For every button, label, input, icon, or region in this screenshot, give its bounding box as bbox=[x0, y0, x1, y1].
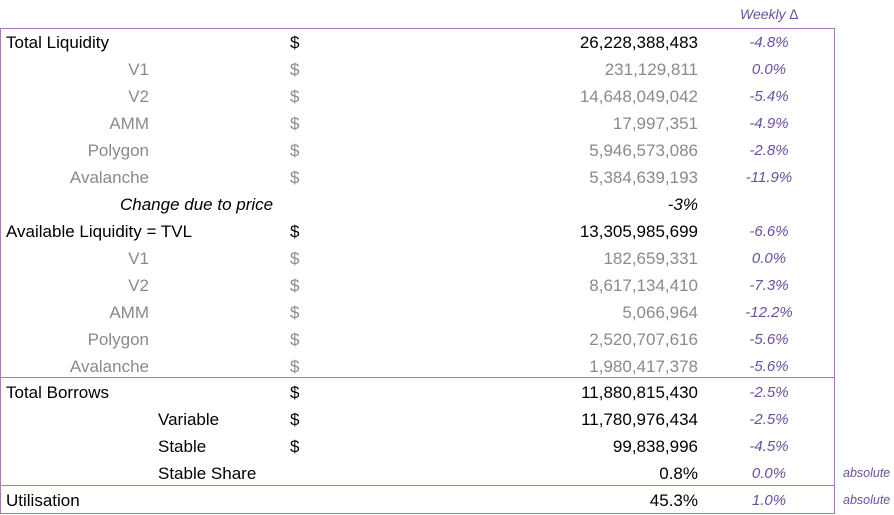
row-value: 5,066,964 bbox=[622, 303, 698, 322]
table-row: Stable Share 0.8% 0.0% absolute bbox=[0, 460, 894, 487]
row-value: 11,880,815,430 bbox=[581, 383, 698, 402]
row-label: Stable bbox=[158, 437, 207, 456]
row-value: 26,228,388,483 bbox=[579, 33, 698, 52]
currency-symbol: $ bbox=[290, 114, 300, 133]
row-label: Variable bbox=[158, 410, 220, 429]
weekly-change: 0.0% bbox=[751, 465, 787, 482]
table-row: V2 $ 8,617,134,410 -7.3% bbox=[0, 272, 894, 299]
table-row: V1 $ 231,129,811 0.0% bbox=[0, 56, 894, 83]
weekly-change: -2.5% bbox=[749, 411, 789, 428]
row-value: 99,838,996 bbox=[612, 437, 698, 456]
row-value: -3% bbox=[667, 195, 698, 214]
row-value: 2,520,707,616 bbox=[589, 330, 698, 349]
table-row: Utilisation 45.3% 1.0% absolute bbox=[0, 487, 894, 514]
weekly-change: -2.8% bbox=[749, 142, 789, 159]
row-label: Total Liquidity bbox=[6, 33, 110, 52]
currency-symbol: $ bbox=[290, 168, 300, 187]
weekly-change: -6.6% bbox=[749, 223, 789, 240]
weekly-change: -12.2% bbox=[745, 304, 793, 321]
weekly-change: -4.8% bbox=[749, 34, 789, 51]
row-label: V2 bbox=[128, 276, 149, 295]
border-utilisation-top bbox=[0, 485, 834, 486]
weekly-change: -5.6% bbox=[749, 358, 789, 375]
weekly-delta-header: Weekly ∆ bbox=[740, 6, 799, 22]
weekly-change: 0.0% bbox=[751, 250, 787, 267]
currency-symbol: $ bbox=[290, 249, 300, 268]
currency-symbol: $ bbox=[290, 141, 300, 160]
table-row: Polygon $ 5,946,573,086 -2.8% bbox=[0, 137, 894, 164]
row-label: Stable Share bbox=[158, 464, 257, 483]
border-bottom bbox=[0, 513, 834, 514]
row-value: 45.3% bbox=[649, 491, 698, 510]
row-value: 14,648,049,042 bbox=[579, 87, 698, 106]
row-value: 13,305,985,699 bbox=[579, 222, 698, 241]
table-row: Avalanche $ 5,384,639,193 -11.9% bbox=[0, 164, 894, 191]
row-label: V1 bbox=[128, 249, 149, 268]
row-label: Avalanche bbox=[69, 168, 149, 187]
row-value: 5,946,573,086 bbox=[589, 141, 698, 160]
table-row: V2 $ 14,648,049,042 -5.4% bbox=[0, 83, 894, 110]
weekly-change: 1.0% bbox=[751, 492, 787, 509]
border-top bbox=[0, 28, 834, 29]
row-label: Polygon bbox=[87, 141, 149, 160]
weekly-change: -11.9% bbox=[745, 169, 793, 186]
absolute-note: absolute bbox=[843, 466, 891, 480]
row-label: Polygon bbox=[87, 330, 149, 349]
table-row: Stable $ 99,838,996 -4.5% bbox=[0, 433, 894, 460]
table-row: Available Liquidity = TVL $ 13,305,985,6… bbox=[0, 218, 894, 245]
table-row: AMM $ 17,997,351 -4.9% bbox=[0, 110, 894, 137]
table-row: Polygon $ 2,520,707,616 -5.6% bbox=[0, 326, 894, 353]
table-row: Total Borrows $ 11,880,815,430 -2.5% bbox=[0, 379, 894, 406]
table-row: AMM $ 5,066,964 -12.2% bbox=[0, 299, 894, 326]
table-row: Change due to price -3% bbox=[0, 191, 894, 218]
currency-symbol: $ bbox=[290, 383, 300, 402]
absolute-note: absolute bbox=[843, 493, 891, 507]
row-label: V1 bbox=[128, 60, 149, 79]
row-label: AMM bbox=[109, 303, 149, 322]
border-left bbox=[0, 28, 1, 514]
currency-symbol: $ bbox=[290, 33, 300, 52]
row-value: 8,617,134,410 bbox=[589, 276, 698, 295]
row-label: Change due to price bbox=[120, 195, 274, 214]
row-label: AMM bbox=[109, 114, 149, 133]
currency-symbol: $ bbox=[290, 330, 300, 349]
row-value: 1,980,417,378 bbox=[589, 357, 698, 376]
weekly-change: -4.9% bbox=[749, 115, 789, 132]
weekly-change: -5.6% bbox=[749, 331, 789, 348]
row-label: V2 bbox=[128, 87, 149, 106]
currency-symbol: $ bbox=[290, 87, 300, 106]
weekly-change: -7.3% bbox=[749, 277, 789, 294]
weekly-change: -2.5% bbox=[749, 384, 789, 401]
row-label: Available Liquidity = TVL bbox=[6, 222, 193, 241]
weekly-change: 0.0% bbox=[751, 61, 787, 78]
row-value: 17,997,351 bbox=[612, 114, 698, 133]
currency-symbol: $ bbox=[290, 276, 300, 295]
currency-symbol: $ bbox=[290, 303, 300, 322]
row-value: 5,384,639,193 bbox=[589, 168, 698, 187]
table-row: Variable $ 11,780,976,434 -2.5% bbox=[0, 406, 894, 433]
row-label: Total Borrows bbox=[6, 383, 109, 402]
row-label: Utilisation bbox=[6, 491, 80, 510]
table-row: V1 $ 182,659,331 0.0% bbox=[0, 245, 894, 272]
currency-symbol: $ bbox=[290, 60, 300, 79]
row-value: 11,780,976,434 bbox=[581, 410, 698, 429]
border-borrows-top bbox=[0, 377, 834, 378]
row-label: Avalanche bbox=[69, 357, 149, 376]
weekly-change: -4.5% bbox=[749, 438, 789, 455]
currency-symbol: $ bbox=[290, 357, 300, 376]
table-row: Total Liquidity $ 26,228,388,483 -4.8% bbox=[0, 29, 894, 56]
table-row: Avalanche $ 1,980,417,378 -5.6% bbox=[0, 353, 894, 380]
border-right bbox=[834, 28, 835, 514]
row-value: 0.8% bbox=[659, 464, 698, 483]
row-value: 231,129,811 bbox=[604, 60, 698, 79]
weekly-change: -5.4% bbox=[749, 88, 789, 105]
currency-symbol: $ bbox=[290, 222, 300, 241]
currency-symbol: $ bbox=[290, 410, 300, 429]
currency-symbol: $ bbox=[290, 437, 300, 456]
row-value: 182,659,331 bbox=[603, 249, 698, 268]
